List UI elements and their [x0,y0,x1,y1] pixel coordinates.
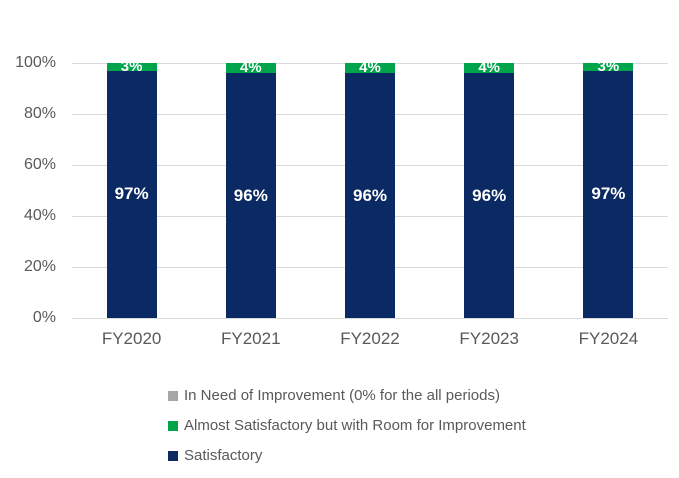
y-axis-tick-label: 80% [23,105,56,122]
x-axis-tick-label: FY2022 [340,329,400,348]
bar-value-label-almost-satisfactory: 4% [359,59,381,77]
legend-marker-icon [168,451,178,461]
legend-item: Satisfactory [168,446,526,476]
bar-segment-satisfactory [106,70,157,318]
y-axis-tick-label: 20% [23,258,56,275]
x-axis-tick-label: FY2024 [578,329,639,348]
legend-label: Almost Satisfactory but with Room for Im… [184,417,526,434]
y-axis-tick-label: 40% [23,207,56,224]
bar-value-label-satisfactory: 96% [233,185,268,205]
bar-fy2020: 3% 97% [106,58,157,318]
bar-fy2022: 4% 96% [345,59,395,318]
y-axis-tick-label: 60% [23,156,56,173]
bar-segment-almost-satisfactory [225,63,276,74]
x-axis-tick-label: FY2023 [459,329,519,348]
y-axis-tick-label: 0% [32,309,56,326]
bar-segment-almost-satisfactory [106,63,157,71]
bar-value-label-satisfactory: 97% [114,184,149,204]
legend-marker-icon [168,391,178,401]
bar-segment-satisfactory [583,70,634,318]
bar-value-label-satisfactory: 96% [352,185,388,205]
bar-segment-almost-satisfactory [464,63,515,74]
bar-segment-almost-satisfactory [583,63,634,71]
legend: In Need of Improvement (0% for the all p… [168,386,526,476]
bar-fy2021: 4% 96% [225,59,276,318]
legend-label: In Need of Improvement (0% for the all p… [184,387,500,404]
bar-fy2023: 4% 96% [464,59,515,318]
x-axis-tick-label: FY2020 [101,329,162,348]
bar-segment-satisfactory [464,73,515,318]
bar-value-label-almost-satisfactory: 4% [239,59,262,77]
legend-item: Almost Satisfactory but with Room for Im… [168,416,526,446]
x-axis-line [72,317,668,319]
bar-segment-satisfactory [225,73,276,318]
legend-label: Satisfactory [184,447,263,464]
bar-value-label-almost-satisfactory: 4% [478,59,501,77]
bar-value-label-almost-satisfactory: 3% [597,57,620,75]
x-axis-tick-label: FY2021 [221,329,281,348]
bar-segment-satisfactory [345,73,395,318]
legend-item: In Need of Improvement (0% for the all p… [168,386,526,416]
legend-marker-icon [168,421,178,431]
bar-value-label-satisfactory: 97% [591,184,626,204]
y-axis-tick-label: 100% [15,54,56,71]
bar-segment-almost-satisfactory [345,63,395,74]
bar-fy2024: 3% 97% [583,58,634,318]
bar-value-label-satisfactory: 96% [472,185,507,205]
bar-value-label-almost-satisfactory: 3% [120,57,143,75]
plot-area: 3% 97% 4% 96% 4% 96% 4% 96% 3% 97% [72,58,668,319]
